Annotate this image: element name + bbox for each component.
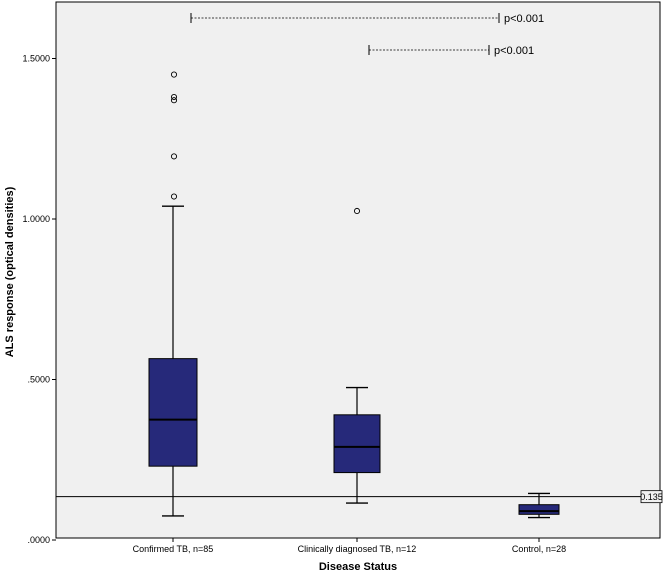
comparison-bracket: p<0.001 <box>190 13 544 25</box>
box-iqr <box>333 414 381 474</box>
y-tick-label: .0000 <box>27 535 50 545</box>
reference-line-label-box <box>640 490 663 504</box>
x-tick-label: Confirmed TB, n=85 <box>133 544 214 554</box>
box-iqr <box>148 358 198 467</box>
comparison-brackets: p<0.001 p<0.001 <box>190 13 544 57</box>
outlier-point <box>170 97 178 104</box>
outlier-point <box>170 93 178 101</box>
reference-line-group: 0.135 <box>56 490 663 504</box>
outlier-point <box>170 193 178 200</box>
outlier-point <box>170 71 178 78</box>
p-value-label: p<0.001 <box>494 45 534 57</box>
x-axis-title: Disease Status <box>319 561 397 573</box>
outlier-point <box>353 207 361 215</box>
x-axis: Confirmed TB, n=85 Clinically diagnosed T… <box>133 538 566 554</box>
x-tick-label: Control, n=28 <box>512 544 566 554</box>
y-axis-title: ALS response (optical densities) <box>4 186 16 357</box>
y-tick-label: 1.5000 <box>22 54 50 64</box>
boxes-group <box>148 71 560 519</box>
x-tick-label: Clinically diagnosed TB, n=12 <box>298 544 417 554</box>
outlier-point <box>170 153 178 160</box>
box-group <box>518 492 560 519</box>
box-iqr <box>518 504 560 515</box>
y-tick-label: 1.0000 <box>22 214 50 224</box>
reference-line-label: 0.135 <box>640 492 663 502</box>
comparison-bracket: p<0.001 <box>368 45 534 57</box>
p-value-label: p<0.001 <box>504 13 544 25</box>
box-group <box>148 71 198 517</box>
y-tick-label: .5000 <box>27 375 50 385</box>
y-axis: .0000 .5000 1.0000 1.5000 <box>22 54 56 545</box>
box-group <box>333 207 381 504</box>
